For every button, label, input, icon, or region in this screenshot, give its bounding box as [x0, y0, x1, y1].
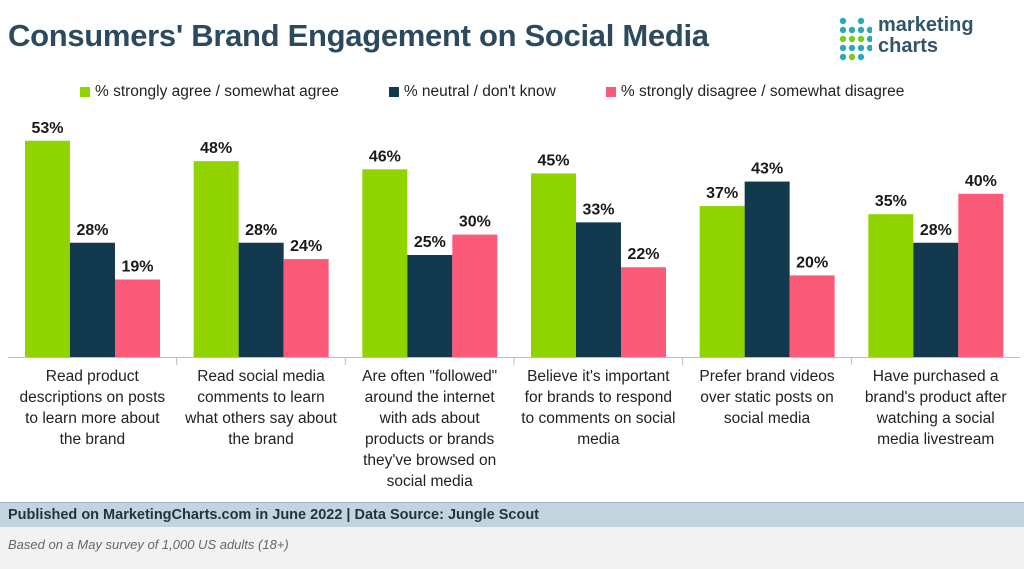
legend-item-neutral: % neutral / don't know: [388, 83, 556, 101]
bar-neutral: [70, 242, 115, 357]
bar-disagree: [115, 279, 160, 357]
category-label-line: Read product: [46, 368, 140, 385]
legend-swatch-agree: [80, 87, 90, 97]
data-label-agree: 35%: [875, 193, 907, 210]
category-label-line: watching a social: [876, 410, 995, 427]
bar-neutral: [744, 181, 790, 357]
category-label-line: media: [577, 431, 620, 448]
bar-disagree: [283, 259, 329, 357]
bar-agree: [868, 214, 914, 357]
category-label-line: the brand: [60, 431, 126, 448]
legend-label-disagree: % strongly disagree / somewhat disagree: [620, 83, 905, 100]
category-label-line: media livestream: [877, 431, 994, 448]
bar-neutral: [913, 242, 959, 357]
logo-line-1: marketing: [878, 14, 974, 36]
category-label-line: social media: [724, 410, 811, 427]
logo-line-2: charts: [878, 35, 939, 57]
data-label-neutral: 28%: [76, 222, 108, 239]
bar-neutral: [576, 222, 621, 357]
data-label-neutral: 43%: [751, 161, 783, 178]
note-bar: Based on a May survey of 1,000 US adults…: [0, 527, 1024, 569]
data-label-disagree: 24%: [290, 238, 322, 255]
category-label-line: with ads about: [379, 410, 481, 427]
category-label-line: Prefer brand videos: [699, 368, 835, 385]
category-label-line: over static posts on: [700, 389, 834, 406]
data-label-agree: 53%: [31, 120, 63, 137]
category-label-line: the brand: [228, 431, 294, 448]
data-label-agree: 46%: [369, 148, 401, 165]
category-label-line: Believe it's important: [527, 368, 670, 385]
data-label-neutral: 25%: [414, 234, 446, 251]
footer-bar: Published on MarketingCharts.com in June…: [0, 502, 1024, 528]
category-label-line: to learn more about: [25, 410, 160, 427]
bar-disagree: [958, 193, 1004, 357]
brand-logo: marketing charts: [838, 14, 1018, 64]
category-label-line: to comments on social: [521, 410, 675, 427]
bar-disagree: [789, 275, 835, 357]
bar-agree: [25, 140, 70, 357]
legend-item-disagree: % strongly disagree / somewhat disagree: [605, 83, 905, 101]
data-label-disagree: 22%: [627, 246, 659, 263]
bar-disagree: [452, 234, 498, 357]
legend-swatch-disagree: [605, 87, 616, 97]
published-source: Published on MarketingCharts.com in June…: [8, 507, 540, 523]
chart-legend: % strongly agree / somewhat agree % neut…: [80, 83, 904, 101]
bar-agree: [193, 161, 239, 357]
data-label-agree: 37%: [706, 185, 738, 202]
category-label-line: what others say about: [184, 410, 337, 427]
category-label-line: around the internet: [365, 389, 496, 406]
category-label-line: Read social media: [197, 368, 325, 385]
category-label-line: brand's product after: [865, 389, 1007, 406]
category-label-line: social media: [387, 473, 474, 490]
category-label-line: products or brands: [365, 431, 494, 448]
bar-agree: [699, 206, 745, 357]
page-title: Consumers' Brand Engagement on Social Me…: [8, 18, 709, 53]
bar-chart: 53% 28% 19% Read product descriptions on pos…: [8, 120, 1020, 490]
legend-swatch-neutral: [388, 87, 399, 97]
bar-agree: [531, 173, 576, 357]
logo-dots-icon: [839, 17, 872, 61]
survey-note: Based on a May survey of 1,000 US adults…: [8, 537, 289, 552]
data-label-neutral: 33%: [582, 201, 614, 218]
data-label-agree: 45%: [537, 152, 569, 169]
legend-label-agree: % strongly agree / somewhat agree: [95, 83, 339, 100]
bar-disagree: [621, 267, 666, 357]
data-label-disagree: 30%: [459, 214, 491, 231]
data-label-agree: 48%: [200, 140, 232, 157]
data-label-disagree: 20%: [796, 254, 828, 271]
data-label-disagree: 40%: [965, 173, 997, 190]
data-label-neutral: 28%: [245, 222, 277, 239]
category-label-line: descriptions on posts: [20, 389, 166, 406]
legend-label-neutral: % neutral / don't know: [403, 83, 556, 100]
logo-text: marketing charts: [878, 15, 974, 57]
bar-agree: [362, 169, 408, 357]
category-label-line: Have purchased a: [873, 368, 999, 385]
category-label-line: they've browsed on: [363, 452, 496, 469]
legend-item-agree: % strongly agree / somewhat agree: [80, 83, 339, 101]
category-label-line: for brands to respond: [525, 389, 672, 406]
category-label-line: Are often "followed": [362, 368, 497, 385]
data-label-neutral: 28%: [920, 222, 952, 239]
data-label-disagree: 19%: [121, 258, 153, 275]
bar-neutral: [238, 242, 284, 357]
bar-neutral: [407, 255, 453, 357]
category-label-line: comments to learn: [197, 389, 325, 406]
